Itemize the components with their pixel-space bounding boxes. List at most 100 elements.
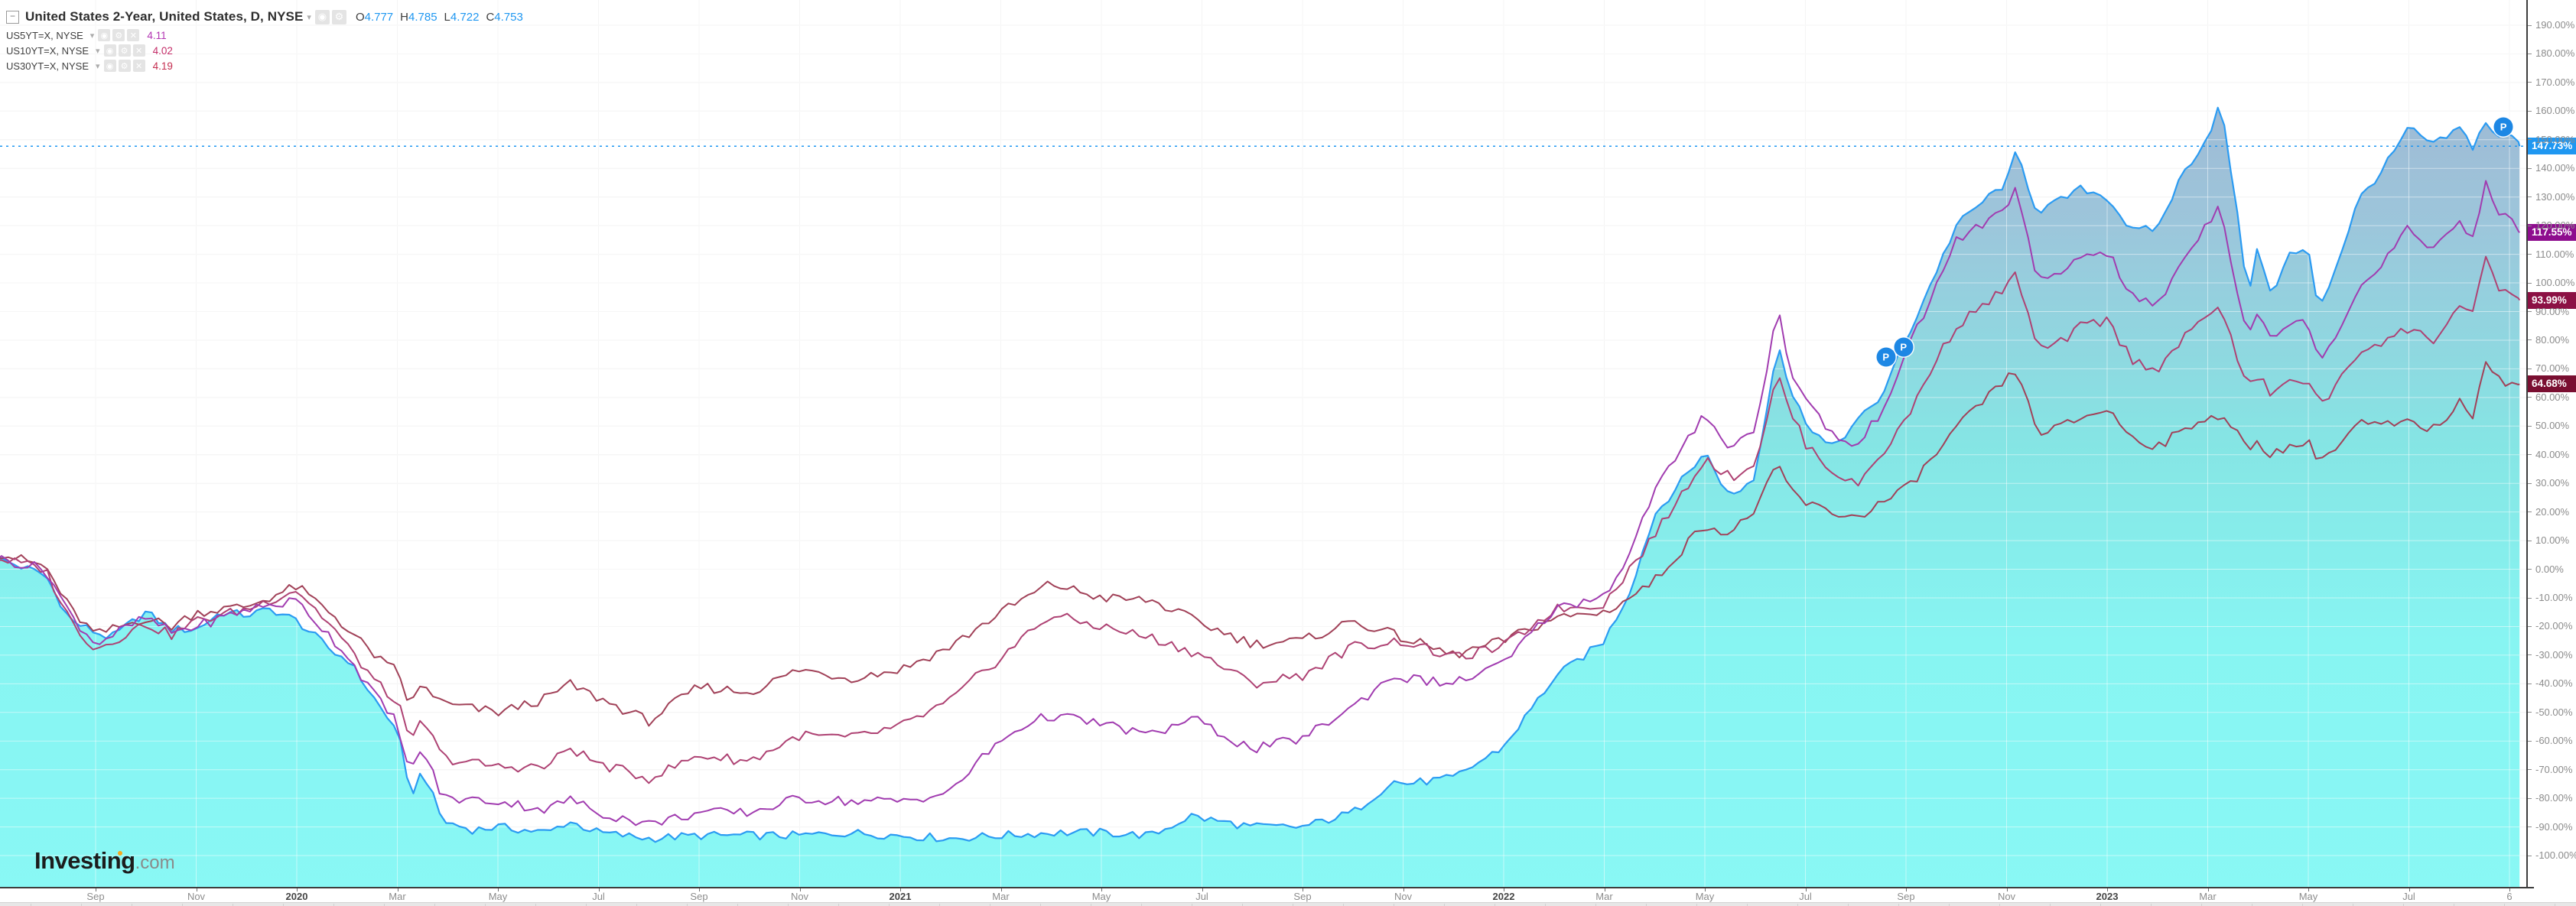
gridline-highlights [0,0,2526,887]
scroll-ruler-tick [1797,904,1798,906]
legend-overlay-row-us30yt: US30YT=X, NYSE ▾ ◉ ⚙ ✕ 4.19 [6,58,530,73]
overlay-symbol[interactable]: US10YT=X, NYSE [6,44,89,57]
close-icon[interactable]: ✕ [127,29,140,41]
y-axis-tick [2528,282,2532,284]
legend-overlay-row-us10yt: US10YT=X, NYSE ▾ ◉ ⚙ ✕ 4.02 [6,43,530,58]
scroll-ruler-tick [939,904,940,906]
y-axis-label: 120.00% [2535,219,2575,232]
high-value: 4.785 [408,10,437,24]
us10yt-line[interactable] [0,255,2521,784]
price-axis[interactable]: 147.73% 117.55% 93.99% 64.68% 190.00% 180… [2526,0,2576,887]
legend-main-row: − United States 2-Year, United States, D… [6,6,530,28]
scroll-ruler-tick [838,904,839,906]
y-axis-label: -100.00% [2535,849,2576,862]
x-axis-label: Sep [1293,891,1312,902]
scroll-ruler-tick [434,904,435,906]
time-axis-border [0,887,2534,888]
y-axis-label: -20.00% [2535,620,2573,632]
chevron-down-icon[interactable]: ▾ [96,46,100,56]
us2yt-line[interactable] [0,106,2521,843]
eye-icon[interactable]: ◉ [314,9,330,24]
event-marker-p[interactable]: P [1876,347,1896,367]
x-axis-tick [2006,888,2008,891]
chevron-down-icon[interactable]: ▾ [96,61,100,71]
scroll-ruler-tick [81,904,82,906]
legend: − United States 2-Year, United States, D… [6,6,530,73]
x-axis-tick [498,888,499,891]
scroll-ruler-tick [2100,904,2101,906]
scroll-ruler-tick [2201,904,2202,906]
y-axis-tick [2528,24,2532,26]
open-value: 4.777 [364,10,394,24]
eye-icon[interactable]: ◉ [103,60,116,72]
chevron-down-icon[interactable]: ▾ [89,31,95,41]
price-tag-us2yt: 147.73% [2528,138,2576,155]
y-axis-tick [2528,311,2532,312]
bottom-scroll-strip[interactable] [0,902,2576,906]
scroll-ruler-tick [535,904,536,906]
x-axis-label: Mar [1595,891,1613,902]
gear-icon[interactable]: ⚙ [118,60,131,72]
gear-icon[interactable]: ⚙ [331,9,346,24]
y-axis-label: 70.00% [2535,362,2570,375]
scroll-ruler-tick [182,904,183,906]
y-axis-tick [2528,712,2532,713]
overlay-symbol[interactable]: US30YT=X, NYSE [6,60,89,72]
scroll-ruler-tick [283,904,284,906]
y-axis-tick [2528,339,2532,341]
x-axis-label: Sep [86,891,105,902]
event-marker-p[interactable]: P [1894,337,1914,357]
y-axis-label: 190.00% [2535,19,2575,31]
us30yt-line[interactable] [0,361,2520,727]
y-axis-label: 0.00% [2535,563,2564,575]
close-icon[interactable]: ✕ [132,60,145,72]
y-axis-tick [2528,654,2532,656]
gear-icon[interactable]: ⚙ [112,29,125,41]
x-axis-tick [1000,888,1002,891]
x-axis-tick [2509,888,2510,891]
x-axis-label: Nov [187,891,206,902]
x-axis-tick [1202,888,1203,891]
scroll-ruler-tick [1848,904,1849,906]
symbol-title[interactable]: United States 2-Year, United States, D, … [25,9,304,24]
us5yt-line[interactable] [0,180,2520,826]
chart-canvas[interactable] [0,0,2526,887]
y-axis-label: 80.00% [2535,333,2570,346]
overlay-last-value: 4.02 [152,44,173,57]
x-axis-tick [1805,888,1807,891]
x-axis-tick [699,888,700,891]
scroll-ruler-tick [1999,904,2000,906]
scroll-ruler-tick [333,904,334,906]
price-chart-pane[interactable]: − United States 2-Year, United States, D… [0,0,2526,887]
gear-icon[interactable]: ⚙ [118,44,131,57]
y-axis-label: 50.00% [2535,420,2570,432]
x-axis-label: Mar [389,891,406,902]
price-tag-us10yt: 93.99% [2528,291,2576,309]
x-axis-tick [2308,888,2309,891]
close-icon[interactable]: ✕ [132,44,145,57]
time-axis[interactable]: Sep Nov 2020 Mar May Jul Sep Nov 2021 Mar May Jul Se… [0,887,2576,902]
y-axis-tick [2528,797,2532,799]
y-axis-tick [2528,769,2532,771]
eye-icon[interactable]: ◉ [98,29,111,41]
eye-icon[interactable]: ◉ [103,44,116,57]
close-label: C [486,10,495,24]
y-axis-label: 130.00% [2535,190,2575,203]
x-axis-label: Nov [1997,891,2016,902]
y-axis-label: 180.00% [2535,47,2575,60]
x-axis-label: 2020 [285,891,308,902]
y-axis-tick [2528,110,2532,112]
collapse-legend-icon[interactable]: − [6,10,19,24]
y-axis-label: 160.00% [2535,105,2575,117]
y-axis-tick [2528,826,2532,828]
x-axis-tick [799,888,801,891]
open-label: O [355,10,365,24]
y-axis-label: 60.00% [2535,391,2570,403]
x-axis-tick [1403,888,1404,891]
x-axis-tick [1101,888,1102,891]
y-axis-label: 140.00% [2535,162,2575,174]
overlay-symbol[interactable]: US5YT=X, NYSE [6,29,83,41]
event-marker-p[interactable]: P [2493,117,2513,137]
scroll-ruler-tick [1444,904,1445,906]
chevron-down-icon[interactable]: ▾ [307,12,311,22]
